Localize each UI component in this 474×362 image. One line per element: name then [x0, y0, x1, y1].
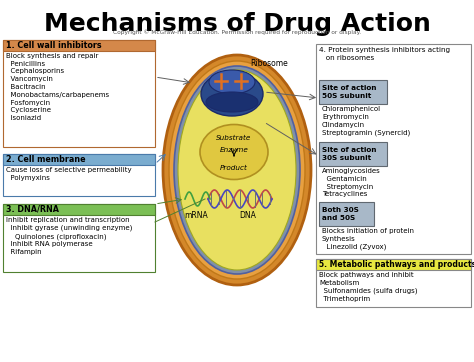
Bar — [316, 259, 471, 270]
Text: Block synthesis and repair
  Penicillins
  Cephalosporins
  Vancomycin
  Bacitra: Block synthesis and repair Penicillins C… — [6, 53, 109, 121]
Text: 5. Metabolic pathways and products: 5. Metabolic pathways and products — [319, 260, 474, 269]
Text: Copyright © McGraw-Hill Education. Permission required for reproduction or displ: Copyright © McGraw-Hill Education. Permi… — [113, 29, 361, 35]
Text: Enzyme: Enzyme — [219, 147, 248, 153]
Text: 2. Cell membrane: 2. Cell membrane — [6, 155, 86, 164]
Text: 1. Cell wall inhibitors: 1. Cell wall inhibitors — [6, 41, 101, 50]
Ellipse shape — [201, 72, 263, 116]
Ellipse shape — [169, 61, 305, 279]
Text: Substrate: Substrate — [216, 135, 252, 141]
Text: 4. Protein synthesis inhibitors acting
   on ribosomes: 4. Protein synthesis inhibitors acting o… — [319, 47, 450, 60]
Bar — [3, 40, 155, 51]
Text: Inhibit replication and transcription
  Inhibit gyrase (unwinding enzyme)
    Qu: Inhibit replication and transcription In… — [6, 217, 132, 255]
Text: Blocks initiation of protein
Synthesis
  Linezolid (Zyvox): Blocks initiation of protein Synthesis L… — [322, 228, 414, 250]
Text: mRNA: mRNA — [184, 211, 208, 220]
Bar — [3, 154, 155, 165]
Ellipse shape — [206, 92, 258, 112]
Ellipse shape — [178, 70, 296, 270]
Text: Cause loss of selective permeability
  Polymyxins: Cause loss of selective permeability Pol… — [6, 167, 132, 181]
Text: Mechanisms of Drug Action: Mechanisms of Drug Action — [44, 12, 430, 36]
Text: Ribosome: Ribosome — [250, 59, 288, 68]
Bar — [3, 40, 155, 147]
Text: Aminoglycosides
  Gentamicin
  Streptomycin
Tetracyclines: Aminoglycosides Gentamicin Streptomycin … — [322, 168, 381, 197]
Text: Both 30S
and 50S: Both 30S and 50S — [322, 207, 359, 221]
Bar — [3, 204, 155, 272]
Ellipse shape — [200, 125, 268, 180]
Bar — [319, 202, 374, 226]
Text: Block pathways and inhibit
Metabolism
  Sulfonamides (sulfa drugs)
  Trimethopri: Block pathways and inhibit Metabolism Su… — [319, 272, 418, 302]
Text: Site of action
50S subunit: Site of action 50S subunit — [322, 85, 376, 99]
Ellipse shape — [174, 66, 300, 274]
Bar — [319, 142, 387, 166]
Text: Chloramphenicol
Erythromycin
Clindamycin
Streptogramin (Synercid): Chloramphenicol Erythromycin Clindamycin… — [322, 106, 410, 136]
Text: DNA: DNA — [239, 211, 256, 220]
Text: Product: Product — [220, 165, 248, 171]
Ellipse shape — [163, 55, 311, 285]
Bar — [319, 80, 387, 104]
Bar — [316, 259, 471, 307]
Text: 3. DNA/RNA: 3. DNA/RNA — [6, 205, 59, 214]
Bar — [3, 204, 155, 215]
Bar — [3, 154, 155, 196]
Bar — [316, 44, 471, 254]
Text: Site of action
30S subunit: Site of action 30S subunit — [322, 147, 376, 161]
Ellipse shape — [209, 70, 255, 94]
